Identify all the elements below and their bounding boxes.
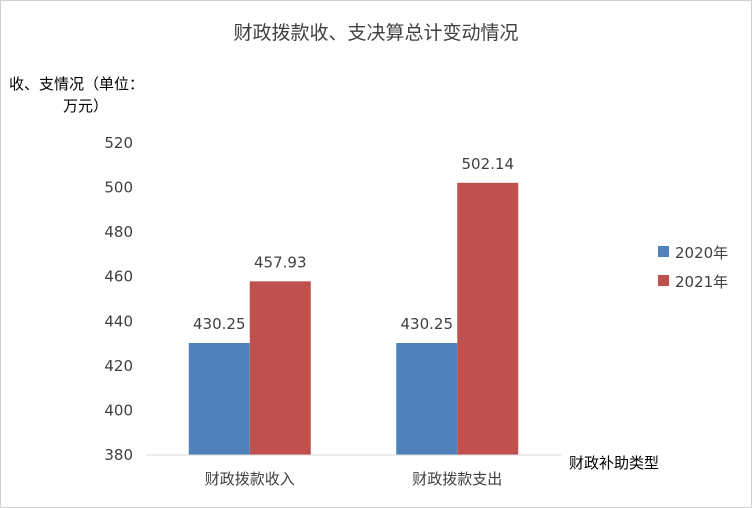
data-label: 430.25 (401, 315, 454, 333)
y-tick-label: 520 (104, 134, 133, 152)
bar-series-group (188, 182, 519, 455)
y-axis-ticks: 380 400 420 440 460 480 500 520 (104, 134, 133, 464)
y-tick-label: 420 (104, 357, 133, 375)
data-label: 457.93 (254, 253, 307, 271)
legend: 2020年 2021年 (658, 244, 728, 291)
bar-series-2-cat-2 (457, 182, 519, 455)
y-tick-label: 380 (104, 446, 133, 464)
legend-label: 2020年 (675, 244, 728, 262)
y-axis-label-line2: 万元） (63, 97, 108, 115)
y-tick-label: 400 (104, 401, 133, 419)
chart-title: 财政拨款收、支决算总计变动情况 (233, 22, 518, 44)
bar-series-2-cat-1 (249, 281, 311, 455)
bar-series-1-cat-1 (188, 343, 250, 455)
data-label: 502.14 (462, 155, 515, 173)
legend-label: 2021年 (675, 273, 728, 291)
category-label: 财政拨款支出 (412, 470, 502, 488)
y-tick-label: 500 (104, 179, 133, 197)
data-labels-group: 430.25 457.93 430.25 502.14 (193, 155, 514, 333)
legend-swatch (658, 246, 669, 257)
category-labels-group: 财政拨款收入 财政拨款支出 (205, 470, 503, 488)
x-axis-label: 财政补助类型 (569, 454, 659, 472)
legend-swatch (658, 275, 669, 286)
bar-series-1-cat-2 (396, 343, 458, 455)
y-tick-label: 440 (104, 312, 133, 330)
y-tick-label: 480 (104, 223, 133, 241)
y-axis-label-line1: 收、支情况（单位： (9, 75, 144, 93)
category-label: 财政拨款收入 (205, 470, 295, 488)
y-tick-label: 460 (104, 268, 133, 286)
data-label: 430.25 (193, 315, 246, 333)
